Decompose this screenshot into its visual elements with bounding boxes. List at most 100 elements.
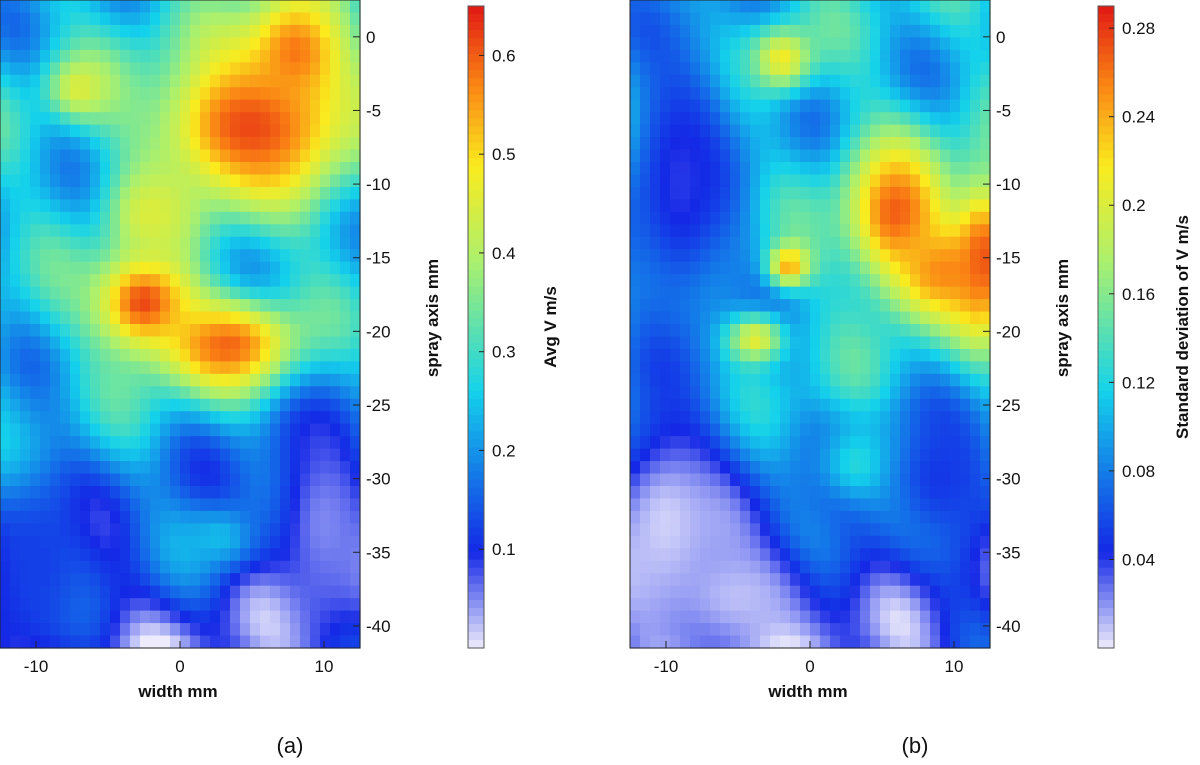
- heatmap-cell: [820, 87, 831, 101]
- heatmap-cell: [340, 548, 351, 562]
- heatmap-cell: [250, 436, 261, 450]
- heatmap-cell: [0, 236, 11, 250]
- heatmap-cell: [840, 436, 851, 450]
- heatmap-cell: [230, 0, 241, 14]
- heatmap-cell: [140, 12, 151, 26]
- heatmap-cell: [30, 548, 41, 562]
- heatmap-cell: [750, 261, 761, 275]
- heatmap-cell: [320, 348, 331, 362]
- colorbar-segment: [1098, 262, 1114, 272]
- heatmap-cell: [270, 486, 281, 500]
- heatmap-cell: [340, 112, 351, 126]
- heatmap-cell: [780, 274, 791, 288]
- heatmap-cell: [840, 361, 851, 375]
- heatmap-cell: [20, 99, 31, 113]
- heatmap-cell: [30, 623, 41, 637]
- heatmap-cell: [330, 299, 341, 313]
- heatmap-cell: [650, 99, 661, 113]
- heatmap-cell: [690, 286, 701, 300]
- heatmap-cell: [240, 224, 251, 238]
- heatmap-cell: [120, 610, 131, 624]
- heatmap-cell: [670, 149, 681, 163]
- heatmap-cell: [790, 411, 801, 425]
- heatmap-cell: [310, 274, 321, 288]
- heatmap-cell: [150, 498, 161, 512]
- heatmap-cell: [340, 585, 351, 599]
- heatmap-cell: [630, 548, 641, 562]
- heatmap-cell: [850, 336, 861, 350]
- heatmap-cell: [60, 461, 71, 475]
- heatmap-cell: [760, 0, 771, 14]
- heatmap-cell: [830, 87, 841, 101]
- heatmap-cell: [320, 598, 331, 612]
- heatmap-cell: [820, 174, 831, 188]
- heatmap-cell: [830, 448, 841, 462]
- heatmap-cell: [100, 87, 111, 101]
- heatmap-cell: [190, 386, 201, 400]
- heatmap-cell: [330, 137, 341, 151]
- heatmap-cell: [640, 598, 651, 612]
- heatmap-cell: [90, 548, 101, 562]
- heatmap-cell: [50, 486, 61, 500]
- heatmap-cell: [350, 610, 361, 624]
- heatmap-cell: [690, 236, 701, 250]
- heatmap-cell: [20, 560, 31, 574]
- heatmap-cell: [340, 99, 351, 113]
- heatmap-cell: [640, 436, 651, 450]
- colorbar-segment: [1098, 615, 1114, 625]
- heatmap-cell: [760, 535, 771, 549]
- heatmap-cell: [630, 0, 641, 14]
- heatmap-cell: [880, 87, 891, 101]
- heatmap-cell: [0, 324, 11, 338]
- heatmap-cell: [830, 274, 841, 288]
- heatmap-cell: [840, 585, 851, 599]
- heatmap-cell: [860, 299, 871, 313]
- heatmap-cell: [270, 99, 281, 113]
- heatmap-cell: [280, 361, 291, 375]
- heatmap-cell: [910, 124, 921, 138]
- heatmap-cell: [760, 486, 771, 500]
- heatmap-cell: [200, 473, 211, 487]
- colorbar-segment: [468, 318, 484, 328]
- heatmap-cell: [350, 635, 361, 649]
- heatmap-cell: [210, 274, 221, 288]
- heatmap-cell: [890, 373, 901, 387]
- heatmap-cell: [340, 373, 351, 387]
- heatmap-cell: [270, 448, 281, 462]
- heatmap-cell: [970, 224, 981, 238]
- heatmap-cell: [140, 299, 151, 313]
- heatmap-cell: [210, 174, 221, 188]
- heatmap-cell: [960, 286, 971, 300]
- heatmap-cell: [630, 348, 641, 362]
- heatmap-cell: [80, 473, 91, 487]
- heatmap-cell: [210, 286, 221, 300]
- heatmap-cell: [710, 124, 721, 138]
- heatmap-cell: [700, 436, 711, 450]
- heatmap-cell: [180, 461, 191, 475]
- heatmap-cell: [940, 299, 951, 313]
- heatmap-cell: [930, 523, 941, 537]
- heatmap-cell: [300, 261, 311, 275]
- heatmap-cell: [800, 523, 811, 537]
- heatmap-cell: [950, 635, 961, 649]
- heatmap-cell: [970, 585, 981, 599]
- heatmap-cell: [920, 423, 931, 437]
- heatmap-cell: [660, 386, 671, 400]
- heatmap-cell: [220, 324, 231, 338]
- heatmap-cell: [880, 448, 891, 462]
- heatmap-cell: [660, 498, 671, 512]
- heatmap-cell: [890, 62, 901, 76]
- heatmap-cell: [770, 112, 781, 126]
- heatmap-cell: [190, 286, 201, 300]
- heatmap-cell: [60, 560, 71, 574]
- heatmap-cell: [110, 448, 121, 462]
- heatmap-cell: [280, 573, 291, 587]
- heatmap-cell: [120, 498, 131, 512]
- heatmap-cell: [660, 299, 671, 313]
- colorbar-segment: [468, 22, 484, 31]
- heatmap-cell: [770, 635, 781, 649]
- heatmap-cell: [870, 585, 881, 599]
- heatmap-cell: [10, 523, 21, 537]
- heatmap-cell: [130, 548, 141, 562]
- heatmap-cell: [810, 186, 821, 200]
